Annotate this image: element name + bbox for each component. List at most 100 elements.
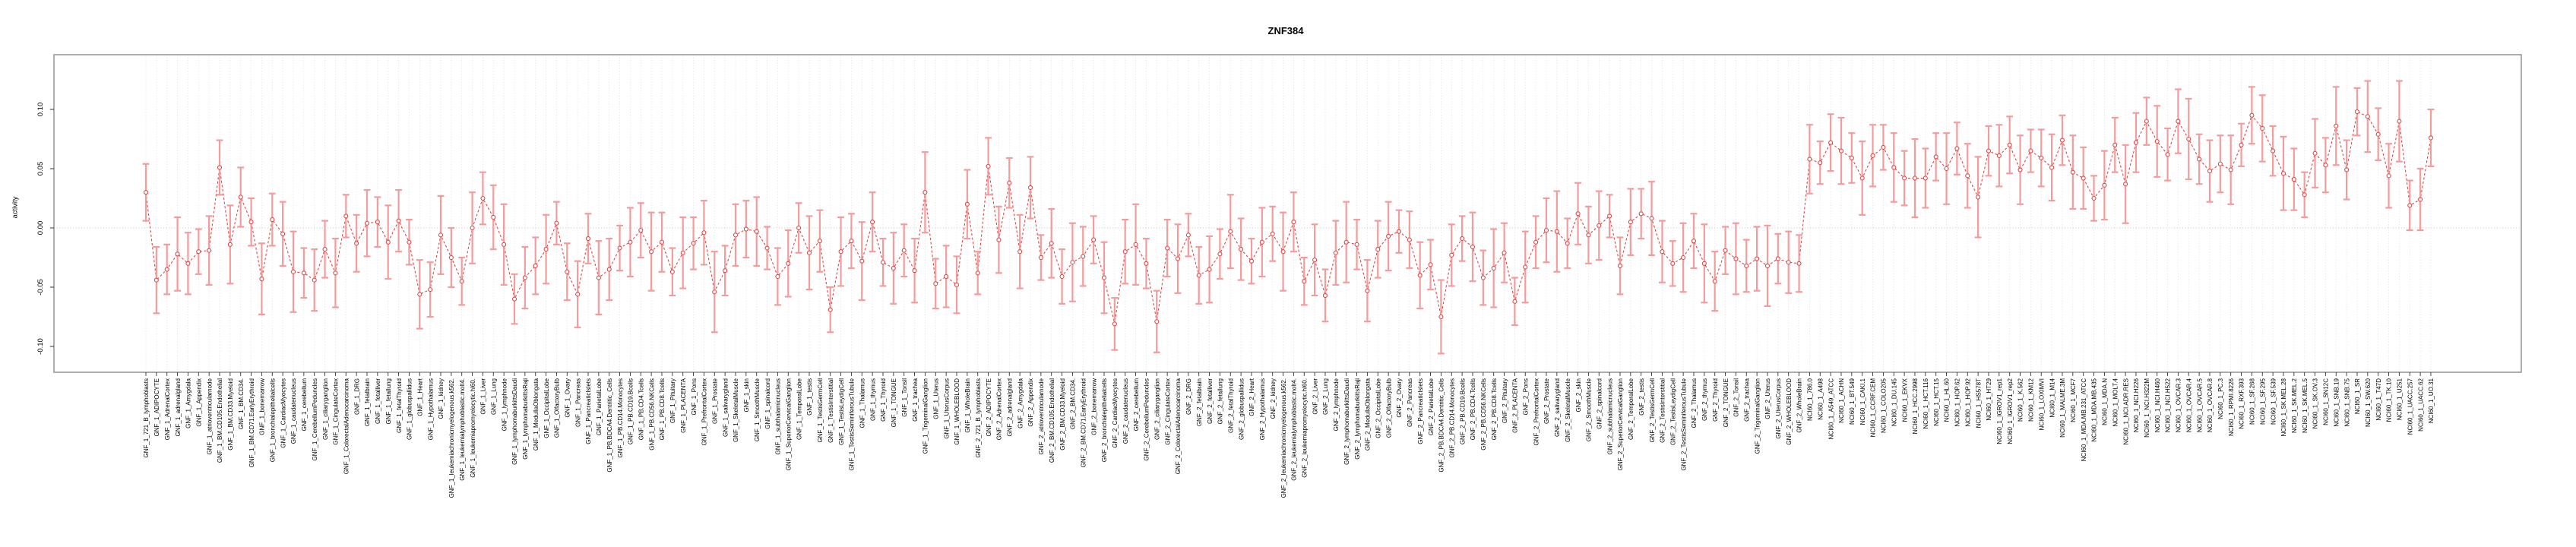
x-axis-label: GNF_2_BM.CD34. <box>1070 378 1077 429</box>
data-point <box>596 275 601 280</box>
x-axis-label: NCI60_1_MOLT.4 <box>2112 378 2119 426</box>
data-point <box>1912 175 1918 181</box>
data-point <box>448 255 454 261</box>
x-axis-label: GNF_2_leukemiachronicmyelogenous.k562. <box>1280 378 1287 498</box>
x-axis-label: GNF_2_DRG <box>1185 378 1192 415</box>
x-axis-label: GNF_1_bonemarrow <box>259 378 266 435</box>
data-point <box>428 287 433 292</box>
data-point <box>1859 175 1865 181</box>
data-point <box>1944 166 1949 172</box>
data-point <box>2133 140 2139 145</box>
x-axis-label: NCI60_1_OVCAR.3 <box>2176 378 2182 432</box>
x-axis-label: GNF_2_fetalliver <box>1207 378 1214 424</box>
data-point <box>1796 261 1802 266</box>
data-point <box>290 269 296 274</box>
y-tick-label: 0.05 <box>36 162 45 176</box>
x-axis-label: GNF_2_ADIPOCYTE <box>986 378 992 436</box>
x-axis-label: GNF_2_subthalamicnucleus <box>1606 378 1613 455</box>
data-point <box>491 214 496 220</box>
x-axis-label: GNF_2_lymphnode <box>1333 378 1340 431</box>
x-axis-label: GNF_2_UterusCorpus <box>1775 378 1782 439</box>
x-axis-label: GNF_1_DRG <box>353 378 360 415</box>
x-axis-label: GNF_1_lymphomaburkittsRaji <box>522 378 529 460</box>
data-point <box>502 242 507 247</box>
data-point <box>1986 148 1992 153</box>
data-point <box>1270 231 1275 236</box>
x-axis-label: GNF_2_bronchialepithelialcells <box>1101 378 1108 462</box>
y-tick-label: -0.10 <box>36 338 45 355</box>
x-axis-label: GNF_2_Lung <box>1322 378 1329 415</box>
x-axis-label: NCI60_1_LOXIMVI <box>2038 378 2045 430</box>
data-point <box>1870 153 1875 158</box>
x-axis-label: GNF_2_Pons <box>1522 378 1529 415</box>
x-axis-label: GNF_1_lymphomaburkittsDaudi <box>511 378 518 465</box>
x-axis-label: NCI60_1_SF.268 <box>2249 378 2256 424</box>
data-point <box>1154 319 1160 324</box>
x-axis-label: GNF_2_721_B_lymphoblasts <box>975 378 982 458</box>
data-point <box>2039 155 2044 161</box>
data-point <box>1007 180 1012 185</box>
data-point <box>796 225 802 231</box>
data-point <box>617 245 622 251</box>
data-point <box>1196 273 1201 278</box>
data-point <box>2059 138 2065 143</box>
x-axis-label: GNF_1_TrigeminalGanglion <box>922 378 929 454</box>
x-axis-label: GNF_2_PB.CD14.Monocytes <box>1448 378 1455 458</box>
data-point <box>1070 260 1075 265</box>
x-axis-label: GNF_1_SkeletalMuscle <box>733 378 739 442</box>
data-point <box>1217 251 1223 257</box>
data-point <box>1828 140 1834 145</box>
x-axis-label: GNF_2_skin <box>1575 378 1582 412</box>
data-point <box>1533 239 1539 245</box>
x-axis-label: GNF_1_BM.CD105.Endothelial <box>217 378 223 463</box>
data-point <box>2386 173 2391 179</box>
data-point <box>2007 142 2012 147</box>
gridlines-group <box>145 55 2432 372</box>
x-axis-label: GNF_1_Pons <box>691 378 698 415</box>
x-axis-label: NCI60_1_OVCAR.5 <box>2196 378 2203 432</box>
x-axis-label: GNF_1_PancreaticIslets <box>585 378 592 444</box>
data-point <box>217 165 223 170</box>
x-axis-label: GNF_1_Heart <box>416 378 423 416</box>
data-point <box>343 213 349 219</box>
data-point <box>1954 146 1960 151</box>
x-axis-label: GNF_2_fetallung <box>1217 378 1224 424</box>
x-axis-label: GNF_1_ciliaryganglion <box>322 378 329 440</box>
data-point <box>859 258 865 264</box>
data-point <box>354 241 359 246</box>
x-axis-label: GNF_1_skin <box>743 378 750 412</box>
data-point <box>2081 175 2086 181</box>
x-axis-label: GNF_1_UterusCorpus <box>943 378 950 439</box>
data-point <box>775 274 780 280</box>
x-axis-label: GNF_2_SmoothMuscle <box>1586 378 1593 441</box>
data-point <box>2070 169 2075 175</box>
x-axis-label: GNF_1_WHOLEBLOOD <box>954 378 960 445</box>
data-point <box>396 218 401 223</box>
data-point <box>754 229 759 234</box>
data-point <box>1165 245 1170 251</box>
data-point <box>1670 261 1676 266</box>
data-point <box>1838 148 1844 153</box>
data-point <box>691 241 696 246</box>
data-point <box>649 249 654 255</box>
data-point <box>880 260 886 265</box>
x-axis-label: NCI60_1_HCC.2998 <box>1912 378 1919 434</box>
x-axis-label: GNF_2_lymphomaburkittsRaji <box>1354 378 1361 460</box>
data-point <box>248 220 254 225</box>
x-axis-label: GNF_2_Ovary <box>1396 378 1403 418</box>
x-axis-label: GNF_2_Hypothalamus <box>1259 378 1266 440</box>
data-point <box>638 228 644 233</box>
data-point <box>1386 233 1391 239</box>
x-axis-label: GNF_1_spinalcord <box>764 378 771 429</box>
data-point <box>2017 167 2023 172</box>
data-point <box>1449 252 1454 258</box>
data-point <box>1081 254 1086 259</box>
data-point <box>1059 274 1065 280</box>
x-axis-label: NCI60_1_UACC.62 <box>2417 378 2424 431</box>
x-axis-label: GNF_2_trachea <box>1743 378 1750 421</box>
data-point <box>1649 216 1654 221</box>
data-point <box>1818 160 1823 166</box>
data-point <box>2291 176 2296 182</box>
data-point <box>1396 229 1402 234</box>
x-axis-label: GNF_1_Tonsil <box>901 378 908 417</box>
